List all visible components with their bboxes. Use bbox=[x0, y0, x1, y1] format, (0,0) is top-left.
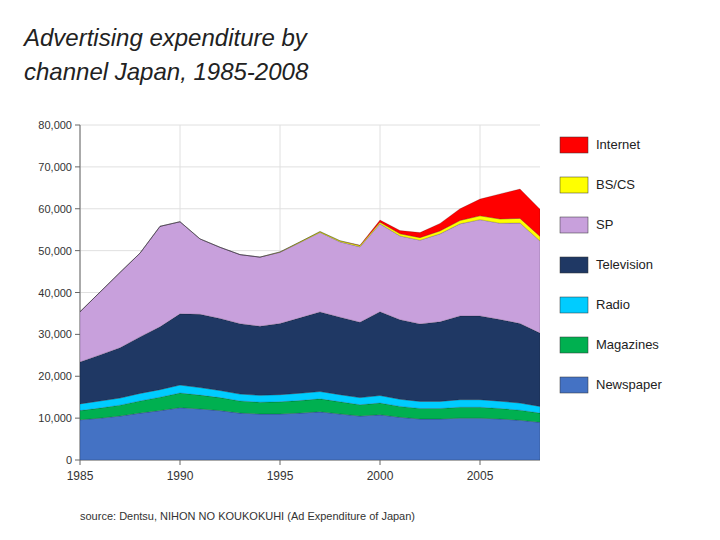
tick-y bbox=[75, 418, 80, 419]
tick-label-y: 60,000 bbox=[38, 203, 72, 215]
tick-label-y: 40,000 bbox=[38, 287, 72, 299]
tick-label-y: 80,000 bbox=[38, 119, 72, 131]
tick-y bbox=[75, 208, 80, 209]
legend-label: Radio bbox=[596, 297, 630, 312]
area bbox=[80, 216, 540, 312]
legend-swatch bbox=[560, 217, 588, 233]
legend-label: Newspaper bbox=[596, 377, 662, 392]
legend-label: BS/CS bbox=[596, 177, 635, 192]
tick-label-y: 20,000 bbox=[38, 370, 72, 382]
legend-swatch bbox=[560, 177, 588, 193]
tick-x bbox=[380, 460, 381, 465]
legend-label: Magazines bbox=[596, 337, 659, 352]
tick-x bbox=[480, 460, 481, 465]
grid-line-y bbox=[80, 125, 540, 126]
area bbox=[80, 189, 540, 312]
title: Advertising expenditure by bbox=[22, 24, 309, 51]
tick-y bbox=[75, 250, 80, 251]
legend-swatch bbox=[560, 297, 588, 313]
tick-y bbox=[75, 334, 80, 335]
tick-x bbox=[180, 460, 181, 465]
tick-label-x: 2000 bbox=[367, 469, 394, 483]
tick-label-y: 50,000 bbox=[38, 245, 72, 257]
legend-label: SP bbox=[596, 217, 613, 232]
legend-swatch bbox=[560, 137, 588, 153]
tick-label-x: 1995 bbox=[267, 469, 294, 483]
tick-y bbox=[75, 376, 80, 377]
legend-label: Television bbox=[596, 257, 653, 272]
tick-label-y: 30,000 bbox=[38, 328, 72, 340]
tick-label-x: 1985 bbox=[67, 469, 94, 483]
legend-swatch bbox=[560, 377, 588, 393]
tick-y bbox=[75, 166, 80, 167]
grid bbox=[80, 125, 540, 460]
axes: 0 10,000 20,000 30,000 40,000 50,000 60,000 70,… bbox=[38, 119, 540, 483]
legend-label: Internet bbox=[596, 137, 640, 152]
legend-swatch bbox=[560, 337, 588, 353]
legend: Internet BS/CS SP Television Radio Magazines N… bbox=[560, 137, 662, 393]
tick-x bbox=[280, 460, 281, 465]
legend-swatch bbox=[560, 257, 588, 273]
subtitle: channel Japan, 1985-2008 bbox=[24, 58, 309, 85]
areas bbox=[80, 189, 540, 460]
tick-x bbox=[80, 460, 81, 465]
tick-label-x: 2005 bbox=[467, 469, 494, 483]
annotation: source: Dentsu, NIHON NO KOUKOKUHI (Ad E… bbox=[80, 510, 415, 522]
tick-label-y: 70,000 bbox=[38, 161, 72, 173]
tick-y bbox=[75, 125, 80, 126]
chart: Advertising expenditure by channel Japan,… bbox=[0, 0, 720, 540]
tick-label-y: 10,000 bbox=[38, 412, 72, 424]
tick-y bbox=[75, 460, 80, 461]
tick-label-x: 1990 bbox=[167, 469, 194, 483]
tick-label-y: 0 bbox=[66, 454, 72, 466]
tick-y bbox=[75, 292, 80, 293]
grid-line-y bbox=[80, 166, 540, 167]
